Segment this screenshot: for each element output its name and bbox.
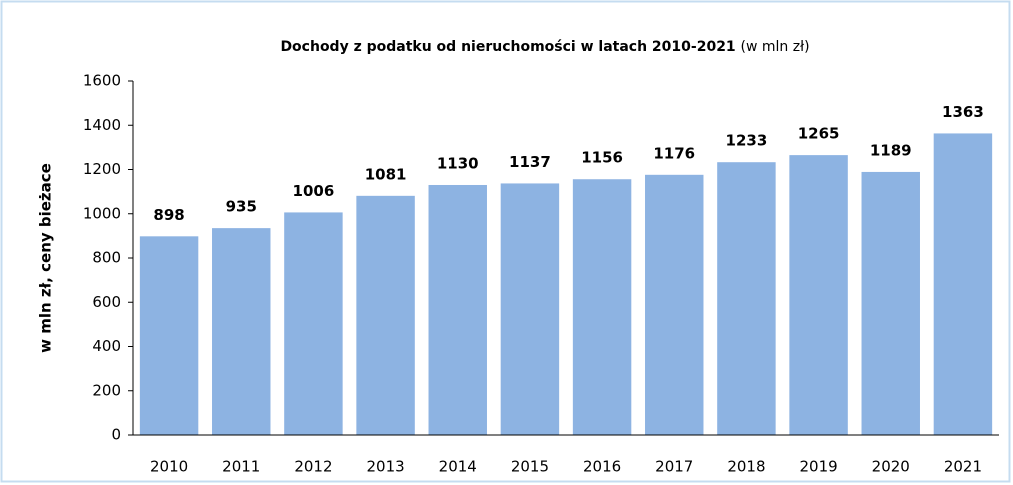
data-label: 1189 [870, 141, 912, 159]
x-tick-label: 2010 [150, 458, 188, 476]
x-tick-label: 2012 [294, 458, 332, 476]
y-tick-label: 200 [92, 381, 121, 399]
data-label: 1130 [437, 154, 479, 172]
bar [139, 236, 199, 435]
x-tick-label: 2015 [511, 458, 549, 476]
x-tick-label: 2021 [944, 458, 982, 476]
y-tick-label: 1400 [83, 116, 121, 134]
bar [212, 228, 271, 435]
bar [500, 183, 560, 435]
y-tick-label: 0 [111, 426, 121, 444]
x-tick-label: 2020 [872, 458, 910, 476]
data-label: 898 [153, 206, 184, 224]
x-tick-label: 2017 [655, 458, 693, 476]
data-label: 1176 [653, 144, 695, 162]
data-label: 1265 [798, 125, 840, 143]
y-tick-label: 1200 [83, 160, 121, 178]
bar [356, 195, 415, 435]
data-label: 1156 [581, 149, 623, 167]
x-tick-label: 2013 [366, 458, 404, 476]
bar [284, 212, 343, 435]
y-tick-label: 400 [92, 337, 121, 355]
x-tick-label: 2014 [439, 458, 477, 476]
data-label: 1137 [509, 153, 551, 171]
x-tick-label: 2018 [727, 458, 765, 476]
x-tick-label: 2016 [583, 458, 621, 476]
y-tick-label: 600 [92, 293, 121, 311]
bar [789, 155, 848, 435]
bar [717, 162, 776, 436]
data-label: 1081 [365, 165, 407, 183]
data-label: 1006 [293, 182, 335, 200]
bar [428, 184, 487, 435]
data-label: 1363 [942, 103, 984, 121]
chart-title: Dochody z podatku od nieruchomości w lat… [280, 39, 809, 55]
bar [645, 174, 704, 435]
y-axis-label: w mln zł, ceny bieżace [37, 163, 55, 353]
bar [572, 179, 632, 435]
x-tick-label: 2011 [222, 458, 260, 476]
title-main: Dochody z podatku od nieruchomości w lat… [280, 39, 735, 55]
y-tick-label: 800 [92, 249, 121, 267]
x-tick-label: 2019 [799, 458, 837, 476]
data-label: 935 [226, 198, 257, 216]
y-tick-label: 1000 [83, 204, 121, 222]
data-label: 1233 [726, 132, 768, 150]
bar [861, 171, 920, 435]
title-unit: (w mln zł) [741, 39, 810, 55]
bar [933, 133, 993, 435]
y-tick-label: 1600 [83, 72, 121, 90]
